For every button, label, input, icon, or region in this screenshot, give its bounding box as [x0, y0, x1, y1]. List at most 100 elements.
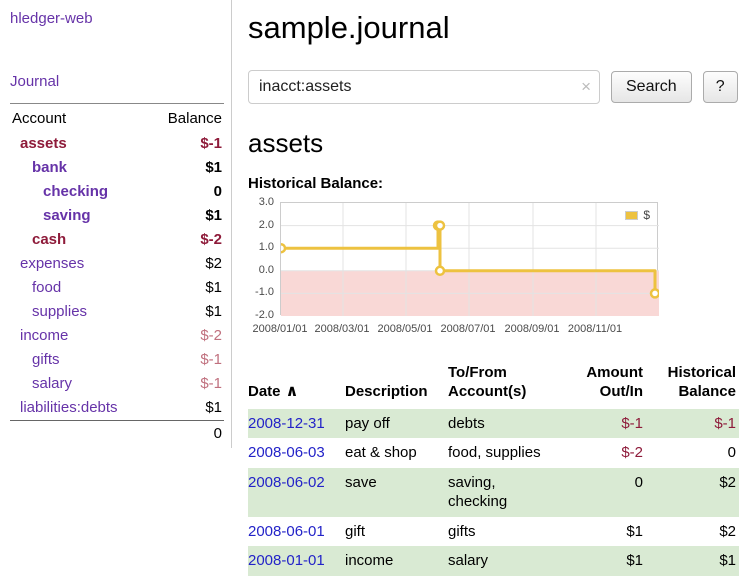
- account-balance: $-1: [200, 375, 222, 392]
- account-link-income[interactable]: income: [20, 327, 69, 344]
- sort-ascending-icon: ∧: [285, 382, 299, 400]
- account-link-salary[interactable]: salary: [32, 375, 73, 392]
- series-label: $: [643, 208, 650, 222]
- accounts-total-row: 0: [10, 420, 224, 446]
- account-balance: $-2: [200, 327, 222, 344]
- account-row: salary $-1: [10, 372, 224, 396]
- transaction-date-link[interactable]: 2008-06-01: [248, 522, 325, 540]
- transaction-balance: $2: [719, 522, 736, 540]
- transaction-account: salary: [448, 552, 489, 569]
- sidebar: hledger-web Journal Account Balance asse…: [0, 0, 232, 448]
- register-row: 2008-06-03 eat & shop food, supplies $-2…: [248, 438, 739, 468]
- account-link-gifts[interactable]: gifts: [32, 351, 60, 368]
- accounts-header-balance: Balance: [167, 110, 222, 127]
- account-balance: $1: [205, 279, 222, 296]
- account-link-supplies[interactable]: supplies: [32, 303, 88, 320]
- account-link-cash[interactable]: cash: [32, 231, 67, 248]
- account-balance: $-2: [200, 231, 222, 248]
- account-link-bank[interactable]: bank: [32, 159, 68, 176]
- account-link-liabilities-debts[interactable]: liabilities:debts: [20, 399, 118, 416]
- transaction-account: food, supplies: [448, 444, 541, 461]
- register-row: 2008-06-02 save saving, checking 0 $2: [248, 467, 739, 517]
- chart-canvas: [281, 203, 659, 316]
- app-title-link[interactable]: hledger-web: [10, 10, 93, 27]
- register-header-row: Date ∧ Description To/From Account(s) Amo…: [248, 362, 739, 409]
- x-tick: 2008/11/01: [567, 323, 623, 335]
- balance-chart: 3.0 2.0 1.0 0.0 -1.0 -2.0: [248, 196, 742, 348]
- transaction-account: debts: [448, 414, 485, 432]
- account-row: assets $-1: [10, 132, 224, 156]
- x-tick: 2008/07/01: [440, 323, 496, 335]
- register-header-amount: Amount Out/In: [586, 364, 643, 400]
- account-link-food[interactable]: food: [32, 279, 62, 296]
- account-link-expenses[interactable]: expenses: [20, 255, 85, 272]
- account-row: food $1: [10, 276, 224, 300]
- search-input[interactable]: [248, 70, 600, 104]
- account-balance: $1: [205, 207, 222, 224]
- search-button[interactable]: Search: [611, 71, 692, 103]
- register-header-description: Description: [345, 382, 428, 400]
- total-balance: 0: [148, 420, 224, 446]
- account-link-checking[interactable]: checking: [43, 183, 109, 200]
- account-row: expenses $2: [10, 252, 224, 276]
- y-tick: 1.0: [258, 241, 274, 253]
- x-tick: 2008/03/01: [314, 323, 370, 335]
- transaction-description: eat & shop: [345, 444, 417, 461]
- y-tick: 0.0: [258, 264, 274, 276]
- y-tick: 3.0: [258, 196, 274, 208]
- accounts-table: Account Balance assets $-1 bank $1 check…: [10, 103, 224, 446]
- account-balance: $1: [205, 399, 222, 416]
- account-balance: $-1: [200, 351, 222, 368]
- account-row: supplies $1: [10, 300, 224, 324]
- y-tick: -2.0: [255, 309, 274, 321]
- transaction-account: saving, checking: [448, 473, 508, 511]
- transaction-amount: 0: [634, 473, 643, 491]
- register-row: 2008-01-01 income salary $1 $1: [248, 546, 739, 576]
- date-header-label: Date: [248, 382, 281, 400]
- transaction-amount: $-1: [621, 414, 643, 432]
- y-tick: -1.0: [255, 286, 274, 298]
- account-balance: 0: [213, 183, 222, 200]
- account-row: liabilities:debts $1: [10, 396, 224, 421]
- main-content: sample.journal × Search ? assets Histori…: [232, 0, 742, 576]
- series-swatch-icon: [625, 210, 639, 220]
- transaction-date-link[interactable]: 2008-06-03: [248, 444, 325, 461]
- chart-title: Historical Balance:: [248, 175, 384, 192]
- transaction-balance: $1: [719, 552, 736, 569]
- y-tick: 2.0: [258, 219, 274, 231]
- account-balance: $2: [205, 255, 222, 272]
- transaction-balance: $2: [719, 473, 736, 491]
- account-link-saving[interactable]: saving: [43, 207, 91, 224]
- x-tick: 2008/09/01: [504, 323, 560, 335]
- transaction-amount: $1: [626, 522, 643, 540]
- chart-plot-area: $: [280, 202, 659, 316]
- account-row: gifts $-1: [10, 348, 224, 372]
- register-header-balance: Historical Balance: [667, 364, 736, 400]
- account-heading: assets: [248, 128, 324, 158]
- register-table: Date ∧ Description To/From Account(s) Amo…: [248, 362, 739, 576]
- account-row: saving $1: [10, 204, 224, 228]
- register-row: 2008-12-31 pay off debts $-1 $-1: [248, 408, 739, 438]
- register-header-account: To/From Account(s): [448, 364, 527, 400]
- journal-link[interactable]: Journal: [10, 73, 60, 90]
- account-row: cash $-2: [10, 228, 224, 252]
- transaction-date-link[interactable]: 2008-06-02: [248, 473, 325, 491]
- search-help-button[interactable]: ?: [702, 71, 738, 103]
- clear-search-icon[interactable]: ×: [581, 77, 591, 96]
- transaction-amount: $-2: [621, 444, 643, 461]
- transaction-date-link[interactable]: 2008-12-31: [248, 414, 325, 432]
- register-header-date[interactable]: Date ∧: [248, 362, 345, 409]
- transaction-date-link[interactable]: 2008-01-01: [248, 552, 325, 569]
- account-balance: $1: [205, 159, 222, 176]
- account-row: income $-2: [10, 324, 224, 348]
- accounts-header-account: Account: [12, 110, 67, 127]
- account-link-assets[interactable]: assets: [20, 135, 67, 152]
- transaction-amount: $1: [626, 552, 643, 569]
- transaction-balance: 0: [727, 444, 736, 461]
- x-tick: 2008/01/01: [252, 323, 308, 335]
- account-balance: $-1: [200, 135, 222, 152]
- accounts-header-row: Account Balance: [10, 104, 224, 133]
- transaction-balance: $-1: [714, 414, 736, 432]
- transaction-description: pay off: [345, 414, 390, 432]
